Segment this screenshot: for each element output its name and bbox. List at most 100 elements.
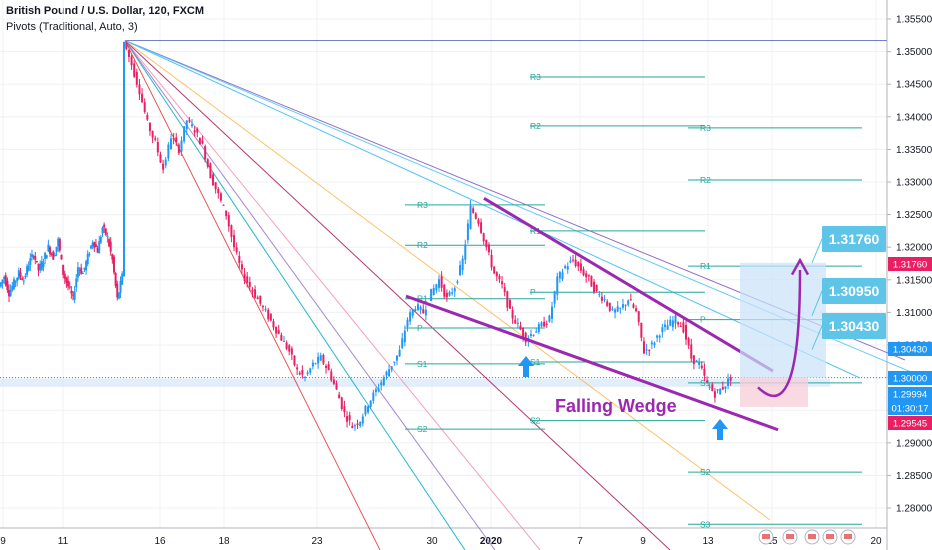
candle-body (414, 309, 417, 312)
candle-body (706, 380, 709, 383)
up-arrow (518, 356, 534, 377)
candle-body (204, 146, 207, 160)
pivot-label-s1: S1 (700, 378, 711, 388)
candle-body (212, 174, 215, 186)
candle-body (227, 215, 230, 227)
candle-body (648, 349, 651, 351)
candle-body (317, 356, 320, 364)
candle-body (217, 188, 220, 194)
candle-body (430, 288, 433, 301)
candle-body (127, 49, 130, 57)
candle-body (65, 277, 68, 283)
candle-body (621, 304, 624, 308)
candle-body (356, 423, 359, 425)
candle-body (669, 319, 672, 326)
candle-body (238, 255, 241, 264)
candle-body (595, 284, 598, 291)
x-tick-label: 7 (577, 536, 583, 547)
candle-body (658, 335, 661, 338)
candle-body (459, 265, 462, 276)
candle-body (456, 281, 459, 283)
candle-body (177, 144, 180, 154)
candle-body (269, 313, 272, 321)
event-flag-icon-mark (826, 534, 834, 539)
candle-body (574, 259, 577, 266)
pivot-label-r2: R2 (530, 121, 541, 131)
candle-body (501, 281, 504, 285)
candle-body (162, 163, 165, 170)
candle-body (81, 273, 84, 275)
candle-body (719, 388, 722, 395)
candle-body (267, 309, 270, 320)
candle-body (388, 369, 391, 377)
candle-body (296, 367, 299, 370)
candle-body (629, 299, 632, 301)
candle-body (198, 137, 201, 145)
candle-body (480, 222, 483, 233)
candle-body (674, 315, 677, 324)
event-flag-icon-mark (844, 534, 852, 539)
candle-body (642, 341, 645, 354)
candle-body (364, 405, 367, 415)
candle-body (724, 386, 727, 389)
y-tick-label: 1.35500 (896, 15, 932, 26)
candle-body (50, 253, 53, 255)
pivot-label-r3: R3 (530, 72, 541, 82)
candle-body (650, 342, 653, 345)
candle-body (540, 322, 543, 327)
y-tick-label: 1.29000 (896, 438, 932, 449)
y-tick-label: 1.34500 (896, 80, 932, 91)
candle-body (169, 138, 172, 150)
pivot-label-p: P (700, 315, 706, 325)
event-flag-icon-mark (808, 534, 816, 539)
candle-body (401, 338, 404, 348)
candle-body (230, 225, 233, 237)
event-flag-icon-mark (762, 534, 770, 539)
candle-body (503, 287, 506, 293)
candle-body (141, 93, 144, 103)
candle-body (443, 284, 446, 297)
candle-body (121, 273, 124, 285)
pivot-label-s2: S2 (700, 467, 711, 477)
candle-body (395, 355, 398, 361)
candle-body (406, 319, 409, 327)
pivot-label-r1: R1 (700, 261, 711, 271)
projection-arrowhead (790, 257, 810, 276)
candle-body (564, 266, 567, 269)
candle-body (338, 394, 341, 399)
candle-body (256, 297, 259, 300)
candle-body (553, 291, 556, 304)
candle-body (579, 263, 582, 271)
candle-body (209, 163, 212, 179)
candle-body (62, 264, 65, 275)
candle-body (619, 307, 622, 309)
price-badge-label: 1.29545 (893, 419, 927, 430)
price-badge-label: 01:30:17 (892, 404, 929, 415)
candle-body (243, 273, 246, 281)
candle-body (135, 71, 138, 85)
candle-body (219, 193, 222, 201)
candle-body (3, 277, 6, 280)
candle-body (361, 416, 364, 424)
candle-body (91, 242, 94, 247)
y-tick-label: 1.32000 (896, 243, 932, 254)
x-tick-label: 23 (311, 536, 323, 547)
candle-body (225, 210, 228, 217)
candle-body (191, 124, 194, 127)
candle-body (35, 260, 38, 262)
candle-body (90, 245, 93, 249)
candle-body (311, 362, 314, 367)
candle-body (561, 272, 564, 280)
candle-body (240, 264, 243, 270)
candle-body (264, 309, 267, 311)
event-flag-icon-mark (786, 534, 794, 539)
price-badge (888, 387, 932, 401)
callout-leader (811, 325, 823, 350)
pivot-label-r3: R3 (700, 123, 711, 133)
candle-body (729, 377, 732, 381)
candle-body (435, 284, 438, 291)
fan-line (124, 40, 541, 550)
candle-body (68, 286, 71, 288)
candle-body (114, 272, 117, 286)
